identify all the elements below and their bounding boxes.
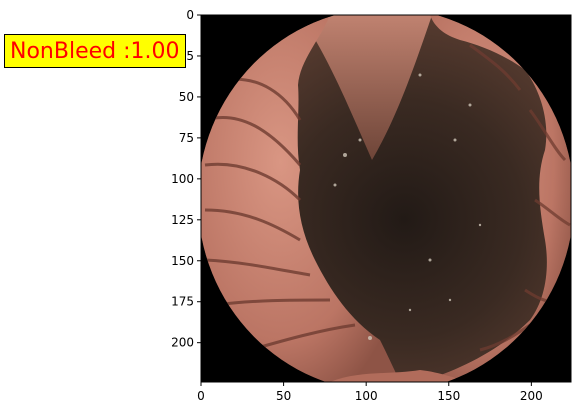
y-tick-label: 175 [171, 295, 194, 309]
y-tick-label: 50 [179, 90, 194, 104]
x-tick-label: 150 [437, 389, 460, 403]
x-axis: 0 50 100 150 200 [197, 382, 543, 403]
center-fold [300, 15, 432, 160]
y-tick-label: 100 [171, 172, 194, 186]
y-tick-label: 125 [171, 213, 194, 227]
x-tick-label: 100 [355, 389, 378, 403]
x-tick-label: 0 [197, 389, 205, 403]
y-tick-label: 75 [179, 131, 194, 145]
y-tick-label: 200 [171, 336, 194, 350]
endoscopy-image [201, 15, 571, 382]
left-wall-folds [201, 15, 400, 382]
bottom-wall-folds [330, 370, 470, 382]
x-tick-label: 200 [520, 389, 543, 403]
x-tick-label: 50 [276, 389, 291, 403]
y-tick-label: 0 [186, 8, 194, 22]
y-tick-label: 150 [171, 254, 194, 268]
axes-frame [200, 14, 572, 383]
prediction-label-text: NonBleed :1.00 [10, 39, 180, 64]
prediction-label: NonBleed :1.00 [4, 34, 186, 68]
